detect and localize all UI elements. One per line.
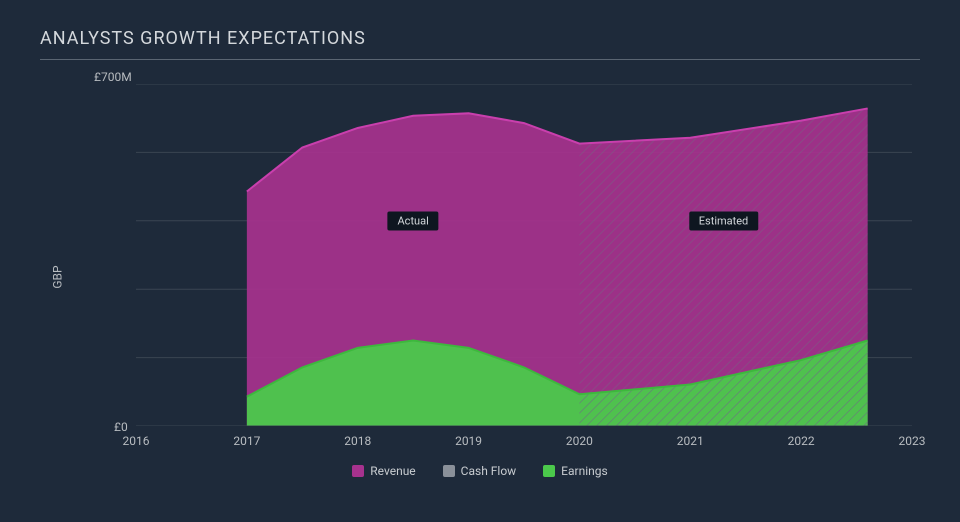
- x-tick-label: 2019: [455, 434, 482, 448]
- chart-svg: [136, 84, 912, 426]
- legend-item-earnings: Earnings: [543, 464, 608, 478]
- legend-label-revenue: Revenue: [370, 464, 415, 478]
- x-tick-label: 2018: [344, 434, 371, 448]
- badge-estimated: Estimated: [689, 211, 758, 230]
- x-tick-label: 2017: [233, 434, 260, 448]
- y-label-bottom: £0: [114, 420, 128, 434]
- legend-item-revenue: Revenue: [352, 464, 415, 478]
- legend-label-cashflow: Cash Flow: [461, 464, 517, 478]
- legend-swatch-cashflow: [443, 465, 455, 477]
- x-tick-label: 2022: [788, 434, 815, 448]
- chart-container: GBP £700M £0 Actual Estimated 2016 2017 20…: [40, 68, 920, 486]
- y-axis-title: GBP: [51, 265, 65, 288]
- legend: Revenue Cash Flow Earnings: [40, 464, 920, 480]
- badge-actual: Actual: [388, 211, 439, 230]
- x-tick-label: 2023: [899, 434, 926, 448]
- y-label-top: £700M: [94, 70, 132, 84]
- x-tick-label: 2016: [123, 434, 150, 448]
- legend-label-earnings: Earnings: [561, 464, 608, 478]
- legend-swatch-earnings: [543, 465, 555, 477]
- x-tick-label: 2021: [677, 434, 704, 448]
- chart-title: ANALYSTS GROWTH EXPECTATIONS: [40, 28, 920, 60]
- x-tick-label: 2020: [566, 434, 593, 448]
- legend-swatch-revenue: [352, 465, 364, 477]
- legend-item-cashflow: Cash Flow: [443, 464, 517, 478]
- x-axis-labels: 20162017201820192020202120222023: [136, 434, 912, 450]
- plot-area: Actual Estimated: [136, 84, 912, 426]
